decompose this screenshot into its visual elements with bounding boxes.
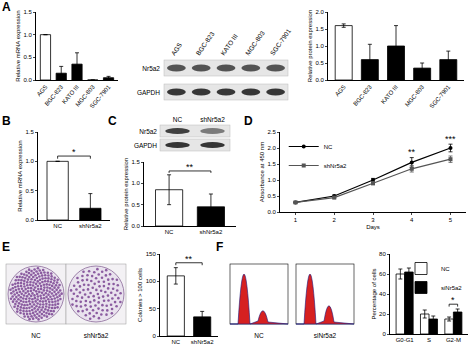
svg-text:MGC-803: MGC-803 bbox=[404, 83, 426, 107]
svg-text:AGS: AGS bbox=[36, 84, 49, 98]
svg-text:0: 0 bbox=[152, 333, 156, 339]
svg-text:1.0: 1.0 bbox=[131, 180, 140, 186]
svg-text:SGC-7901: SGC-7901 bbox=[269, 27, 293, 56]
svg-text:1.0: 1.0 bbox=[267, 177, 276, 183]
svg-text:Days: Days bbox=[366, 224, 380, 230]
svg-text:5: 5 bbox=[449, 217, 453, 223]
svg-text:AGS: AGS bbox=[169, 41, 183, 57]
svg-text:1.5: 1.5 bbox=[131, 159, 140, 165]
svg-text:SGC-7901: SGC-7901 bbox=[89, 83, 112, 109]
svg-text:G0-G1: G0-G1 bbox=[396, 337, 415, 343]
svg-text:**: ** bbox=[185, 254, 193, 264]
svg-text:1.5: 1.5 bbox=[267, 161, 276, 167]
html-text:B: B bbox=[2, 114, 11, 128]
svg-text:siNr5a2: siNr5a2 bbox=[314, 332, 337, 339]
svg-text:GAPDH: GAPDH bbox=[134, 142, 157, 149]
svg-text:shNr5a2: shNr5a2 bbox=[191, 339, 214, 345]
html-text:E: E bbox=[2, 240, 10, 254]
svg-text:Relative protein expression: Relative protein expression bbox=[307, 10, 313, 82]
svg-text:BGC-823: BGC-823 bbox=[44, 83, 65, 107]
svg-text:*: * bbox=[451, 295, 455, 305]
svg-text:**: ** bbox=[186, 162, 194, 172]
svg-text:S: S bbox=[427, 337, 431, 343]
svg-text:shNr5a2: shNr5a2 bbox=[79, 223, 102, 229]
svg-text:siNr5a2: siNr5a2 bbox=[441, 285, 462, 291]
svg-text:0.0: 0.0 bbox=[267, 209, 276, 215]
html-text:C: C bbox=[108, 114, 117, 128]
svg-text:NC: NC bbox=[165, 229, 174, 235]
svg-text:100: 100 bbox=[146, 278, 157, 284]
svg-text:0.0: 0.0 bbox=[315, 77, 324, 83]
svg-text:2.0: 2.0 bbox=[315, 9, 324, 15]
svg-text:Relative mRNA expression: Relative mRNA expression bbox=[17, 140, 23, 211]
svg-text:Relative mRNA expression: Relative mRNA expression bbox=[15, 10, 21, 81]
svg-text:NC: NC bbox=[173, 116, 183, 123]
svg-text:G2-M: G2-M bbox=[446, 337, 461, 343]
svg-text:GAPDH: GAPDH bbox=[137, 89, 160, 96]
svg-text:1: 1 bbox=[294, 217, 298, 223]
svg-text:0: 0 bbox=[382, 331, 386, 337]
svg-text:0.0: 0.0 bbox=[23, 77, 32, 83]
svg-text:20: 20 bbox=[379, 311, 386, 317]
svg-text:2.5: 2.5 bbox=[267, 129, 276, 135]
svg-text:NC: NC bbox=[324, 144, 333, 150]
svg-text:1.0: 1.0 bbox=[315, 43, 324, 49]
svg-text:1.0: 1.0 bbox=[23, 32, 32, 38]
svg-text:40: 40 bbox=[379, 291, 386, 297]
svg-text:AGS: AGS bbox=[334, 84, 347, 98]
svg-text:0.0: 0.0 bbox=[25, 217, 34, 223]
svg-text:80: 80 bbox=[379, 251, 386, 257]
svg-text:**: ** bbox=[408, 147, 416, 157]
svg-text:1.0: 1.0 bbox=[25, 158, 34, 164]
svg-text:SGC-7901: SGC-7901 bbox=[429, 83, 452, 109]
svg-text:KATO III: KATO III bbox=[61, 84, 80, 105]
svg-text:KATO III: KATO III bbox=[219, 32, 239, 56]
svg-text:0.5: 0.5 bbox=[131, 202, 140, 208]
svg-text:0.5: 0.5 bbox=[25, 188, 34, 194]
svg-text:BGC-823: BGC-823 bbox=[194, 30, 215, 57]
svg-text:1.5: 1.5 bbox=[25, 129, 34, 135]
html-text:D: D bbox=[244, 114, 253, 128]
svg-text:NC: NC bbox=[53, 223, 62, 229]
svg-text:MGC-803: MGC-803 bbox=[75, 83, 97, 107]
svg-text:NC: NC bbox=[441, 266, 450, 272]
svg-text:0.5: 0.5 bbox=[23, 54, 32, 60]
svg-text:Percentage of cells: Percentage of cells bbox=[371, 268, 377, 319]
svg-text:2: 2 bbox=[333, 217, 337, 223]
svg-text:4: 4 bbox=[410, 217, 414, 223]
svg-text:2.0: 2.0 bbox=[267, 145, 276, 151]
svg-text:shNr5a2: shNr5a2 bbox=[200, 229, 223, 235]
svg-text:MGC-803: MGC-803 bbox=[244, 29, 266, 56]
svg-text:shNr5a2: shNr5a2 bbox=[324, 163, 347, 169]
svg-text:0.0: 0.0 bbox=[131, 223, 140, 229]
svg-text:150: 150 bbox=[146, 251, 157, 257]
svg-text:Nr5a2: Nr5a2 bbox=[139, 128, 157, 135]
svg-text:Colonies > 100 cells: Colonies > 100 cells bbox=[137, 268, 143, 322]
svg-text:Absorbance at 450 nm: Absorbance at 450 nm bbox=[259, 142, 265, 202]
svg-text:3: 3 bbox=[371, 217, 375, 223]
svg-text:BGC-823: BGC-823 bbox=[352, 83, 373, 107]
svg-text:Nr5a2: Nr5a2 bbox=[142, 65, 160, 72]
svg-text:0.5: 0.5 bbox=[267, 193, 276, 199]
svg-text:***: *** bbox=[445, 134, 456, 144]
svg-text:NC: NC bbox=[171, 339, 180, 345]
svg-text:shNr5a2: shNr5a2 bbox=[84, 332, 109, 339]
svg-text:*: * bbox=[72, 147, 76, 157]
svg-text:NC: NC bbox=[254, 332, 264, 339]
svg-text:1.5: 1.5 bbox=[315, 26, 324, 32]
svg-text:60: 60 bbox=[379, 271, 386, 277]
svg-text:0.5: 0.5 bbox=[315, 60, 324, 66]
svg-text:50: 50 bbox=[149, 306, 156, 312]
svg-text:shNr5a2: shNr5a2 bbox=[200, 116, 225, 123]
html-text:F: F bbox=[216, 240, 224, 254]
html-text:A: A bbox=[2, 0, 11, 14]
svg-text:KATO III: KATO III bbox=[380, 84, 399, 105]
svg-text:1.5: 1.5 bbox=[23, 9, 32, 15]
svg-text:NC: NC bbox=[31, 332, 41, 339]
svg-text:Relative protein expression: Relative protein expression bbox=[123, 158, 129, 230]
